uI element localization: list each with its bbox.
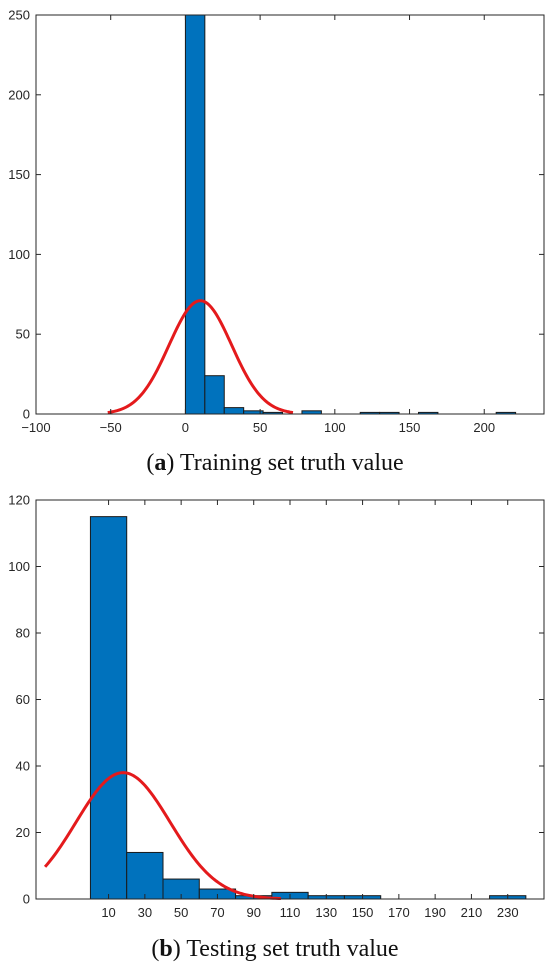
histogram-bar-a: [204, 375, 225, 415]
y-tick-label-a: 0: [23, 407, 30, 422]
y-tick-label-b: 40: [16, 759, 30, 774]
y-tick-label-b: 0: [23, 892, 30, 907]
y-tick-label-b: 20: [16, 825, 30, 840]
y-tick-label-a: 200: [8, 87, 30, 102]
normal-fit-curve-b: [43, 771, 281, 901]
x-tick-label-b: 30: [138, 905, 152, 920]
axes-frame-a: [35, 14, 545, 415]
y-tick-label-a: 100: [8, 247, 30, 262]
histogram-bar-b: [126, 851, 164, 900]
y-tick-label-a: 250: [8, 8, 30, 23]
caption-letter-a: a: [154, 450, 167, 476]
y-tick-label-b: 120: [8, 493, 30, 508]
caption-letter-b: b: [159, 936, 173, 962]
y-tick-label-a: 50: [16, 327, 30, 342]
caption-text-a: Training set truth value: [179, 450, 404, 476]
x-tick-label-a: −100: [21, 420, 50, 435]
x-tick-label-b: 50: [174, 905, 188, 920]
x-tick-label-b: 230: [497, 905, 519, 920]
y-tick-label-b: 80: [16, 626, 30, 641]
chart-panel-a: −100 −50 0 50 100 150 200 0 50 100 150 200 250 (a) T…: [0, 0, 550, 486]
histogram-chart-a: −100 −50 0 50 100 150 200 0 50 100 150 200 250: [8, 8, 545, 435]
x-tick-label-b: 190: [424, 905, 446, 920]
histogram-bar-b: [89, 516, 128, 900]
caption-text-b: Testing set truth value: [186, 936, 399, 962]
chart-panel-b: 10 30 50 70 90 110 130 150 170 190 210 230 0 20 40 60 80…: [0, 486, 550, 973]
x-tick-label-b: 130: [315, 905, 337, 920]
x-tick-label-b: 210: [461, 905, 483, 920]
normal-fit-curve-a: [107, 299, 294, 415]
y-tick-label-b: 100: [8, 559, 30, 574]
histogram-bar-a: [223, 407, 245, 415]
x-tick-label-a: 100: [324, 420, 346, 435]
x-tick-label-b: 150: [352, 905, 374, 920]
x-tick-label-a: −50: [100, 420, 122, 435]
x-tick-label-b: 10: [101, 905, 115, 920]
x-tick-label-a: 200: [473, 420, 495, 435]
x-tick-label-a: 50: [253, 420, 267, 435]
x-tick-label-b: 70: [210, 905, 224, 920]
x-tick-label-b: 170: [388, 905, 410, 920]
caption-b: (b) Testing set truth value: [151, 936, 399, 962]
caption-a: (a) Training set truth value: [146, 450, 404, 476]
x-tick-label-b: 90: [246, 905, 260, 920]
y-tick-label-b: 60: [16, 692, 30, 707]
y-tick-label-a: 150: [8, 167, 30, 182]
histogram-bar-a: [184, 14, 206, 415]
histogram-chart-b: 10 30 50 70 90 110 130 150 170 190 210 230 0 20 40 60 80…: [8, 493, 545, 920]
x-tick-label-a: 0: [182, 420, 189, 435]
x-tick-label-a: 150: [399, 420, 421, 435]
x-tick-label-b: 110: [280, 905, 301, 920]
